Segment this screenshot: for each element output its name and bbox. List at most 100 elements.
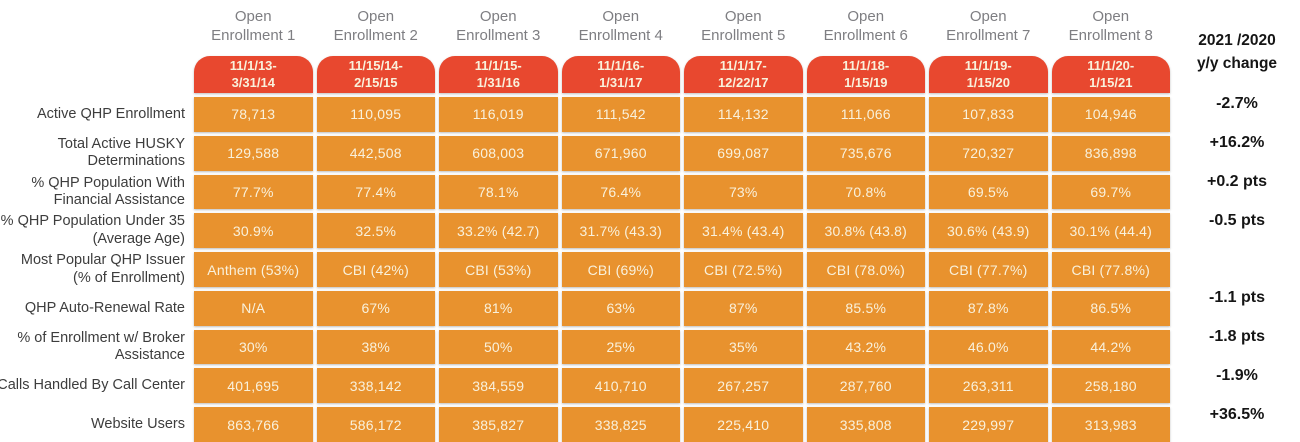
table-cell: 81% — [439, 290, 558, 326]
yoy-change-value: -0.5 pts — [1208, 211, 1265, 229]
date-range-pill-oe7: 11/1/19- 1/15/20 — [929, 56, 1048, 93]
table-cell: 44.2% — [1051, 329, 1170, 365]
table-cell: 46.0% — [929, 329, 1048, 365]
table-cell: CBI (42%) — [316, 252, 435, 287]
table-cell: 384,559 — [439, 368, 558, 404]
row-label: % QHP Population Under 35 (Average Age) — [0, 213, 185, 247]
date-range-pill-oe8: 11/1/20- 1/15/21 — [1051, 56, 1170, 93]
yoy-change-value: -1.1 pts — [1208, 289, 1265, 307]
column-header-oe1: Open Enrollment 1 — [211, 7, 296, 45]
column-header-oe7: Open Enrollment 7 — [946, 7, 1031, 45]
table-cell: 586,172 — [316, 407, 435, 442]
table-cell: 33.2% (42.7) — [439, 213, 558, 249]
column-header-oe2: Open Enrollment 2 — [333, 7, 418, 45]
column-header-oe3: Open Enrollment 3 — [456, 7, 541, 45]
table-cell: N/A — [194, 290, 313, 326]
table-cell: 116,019 — [439, 97, 558, 132]
table-cell: CBI (69%) — [561, 252, 680, 287]
table-cell: 87% — [684, 290, 803, 326]
table-cell: 35% — [684, 329, 803, 365]
corner-spacer — [0, 0, 190, 52]
yoy-change-value: -1.9% — [1216, 366, 1258, 384]
table-cell: 31.7% (43.3) — [561, 213, 680, 249]
table-cell: 73% — [684, 174, 803, 210]
column-header-oe6: Open Enrollment 6 — [823, 7, 908, 45]
table-cell: 76.4% — [561, 174, 680, 210]
table-cell: 86.5% — [1051, 290, 1170, 326]
table-cell: 836,898 — [1051, 135, 1170, 171]
yoy-change-value: +36.5% — [1209, 405, 1265, 423]
table-cell: 25% — [561, 329, 680, 365]
row-label: Active QHP Enrollment — [36, 105, 185, 122]
table-cell: 30% — [194, 329, 313, 365]
table-cell: 85.5% — [806, 290, 925, 326]
table-cell: 720,327 — [929, 135, 1048, 171]
column-header-oe8: Open Enrollment 8 — [1068, 7, 1153, 45]
table-cell: 699,087 — [684, 135, 803, 171]
yoy-change-value — [1174, 242, 1300, 277]
table-cell: CBI (77.8%) — [1051, 252, 1170, 287]
row-label: Website Users — [90, 415, 185, 432]
table-cell: 32.5% — [316, 213, 435, 249]
date-range-pill-oe1: 11/1/13- 3/31/14 — [194, 56, 313, 93]
table-cell: 258,180 — [1051, 368, 1170, 404]
row-label: Most Popular QHP Issuer (% of Enrollment… — [20, 252, 185, 286]
yoy-change-value: -1.8 pts — [1208, 328, 1265, 346]
table-cell: 78.1% — [439, 174, 558, 210]
table-cell: 78,713 — [194, 97, 313, 132]
table-cell: CBI (53%) — [439, 252, 558, 287]
column-header-oe4: Open Enrollment 4 — [578, 7, 663, 45]
table-cell: 313,983 — [1051, 407, 1170, 442]
table-cell: 31.4% (43.4) — [684, 213, 803, 249]
table-cell: 111,066 — [806, 97, 925, 132]
table-cell: 30.1% (44.4) — [1051, 213, 1170, 249]
table-cell: 863,766 — [194, 407, 313, 442]
table-cell: 63% — [561, 290, 680, 326]
date-range-pill-oe2: 11/15/14- 2/15/15 — [316, 56, 435, 93]
table-cell: CBI (72.5%) — [684, 252, 803, 287]
yoy-change-value: +0.2 pts — [1206, 172, 1268, 190]
date-range-pill-oe4: 11/1/16- 1/31/17 — [561, 56, 680, 93]
table-cell: 30.8% (43.8) — [806, 213, 925, 249]
table-cell: 442,508 — [316, 135, 435, 171]
table-cell: Anthem (53%) — [194, 252, 313, 287]
row-label: % of Enrollment w/ Broker Assistance — [17, 329, 185, 364]
table-cell: CBI (78.0%) — [806, 252, 925, 287]
table-cell: 338,825 — [561, 407, 680, 442]
table-cell: 410,710 — [561, 368, 680, 404]
table-cell: 401,695 — [194, 368, 313, 404]
table-cell: 77.4% — [316, 174, 435, 210]
date-range-pill-oe5: 11/1/17- 12/22/17 — [684, 56, 803, 93]
table-cell: 735,676 — [806, 135, 925, 171]
table-cell: CBI (77.7%) — [929, 252, 1048, 287]
table-cell: 114,132 — [684, 97, 803, 132]
table-cell: 104,946 — [1051, 97, 1170, 132]
column-header-oe5: Open Enrollment 5 — [701, 7, 786, 45]
row-label: QHP Auto-Renewal Rate — [24, 299, 185, 316]
date-row-spacer — [0, 56, 190, 93]
table-cell: 69.7% — [1051, 174, 1170, 210]
table-cell: 111,542 — [561, 97, 680, 132]
yoy-change-header: 2021 /2020 y/y change — [1196, 32, 1278, 72]
table-cell: 263,311 — [929, 368, 1048, 404]
table-cell: 225,410 — [684, 407, 803, 442]
date-range-pill-oe3: 11/1/15- 1/31/16 — [439, 56, 558, 93]
row-label: % QHP Population With Financial Assistan… — [31, 174, 185, 208]
row-label: Calls Handled By Call Center — [0, 377, 185, 394]
table-cell: 671,960 — [561, 135, 680, 171]
table-cell: 67% — [316, 290, 435, 326]
table-cell: 38% — [316, 329, 435, 365]
table-cell: 107,833 — [929, 97, 1048, 132]
table-cell: 385,827 — [439, 407, 558, 442]
table-cell: 608,003 — [439, 135, 558, 171]
table-cell: 110,095 — [316, 97, 435, 132]
table-cell: 30.6% (43.9) — [929, 213, 1048, 249]
row-label: Total Active HUSKY Determinations — [57, 135, 185, 170]
table-cell: 43.2% — [806, 329, 925, 365]
table-cell: 77.7% — [194, 174, 313, 210]
table-cell: 69.5% — [929, 174, 1048, 210]
table-cell: 287,760 — [806, 368, 925, 404]
table-cell: 335,808 — [806, 407, 925, 442]
